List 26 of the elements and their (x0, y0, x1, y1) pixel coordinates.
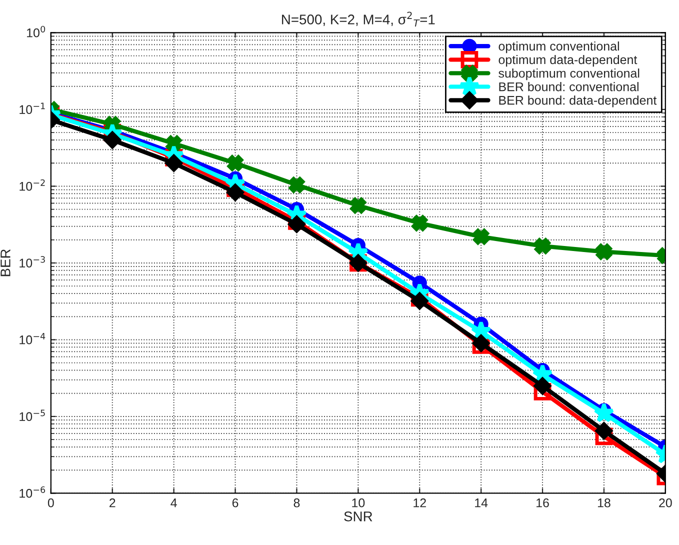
x-tick-label: 18 (598, 498, 610, 508)
y-tick-label: 10$^{−1}$ (20, 102, 45, 114)
y-tick-label: 10$^{−5}$ (20, 410, 45, 422)
chart-title: N=500, K=2, M=4, σ$^{2}$$_{T}$=1 (282, 12, 435, 27)
x-tick-label: 6 (232, 498, 238, 508)
y-tick-label: 10$^{−4}$ (20, 332, 46, 344)
x-axis-title: SNR (344, 511, 372, 522)
y-axis-title: BER (0, 249, 10, 276)
x-tick-label: 2 (110, 498, 116, 508)
x-tick-label: 14 (475, 498, 488, 508)
legend-label: BER bound: data-dependent (499, 96, 657, 108)
x-tick-label: 12 (414, 498, 426, 508)
y-tick-label: 10$^{−6}$ (20, 486, 46, 498)
x-tick-label: 10 (352, 498, 365, 508)
legend-label: optimum data-dependent (498, 54, 638, 67)
x-tick-label: 16 (536, 498, 549, 508)
y-tick-label: 10$^{−2}$ (20, 179, 45, 191)
legend-label: optimum conventional (498, 41, 619, 54)
x-tick-label: 20 (659, 498, 672, 508)
y-tick-label: 10$^{0}$ (27, 26, 46, 38)
legend-label: suboptimum conventional (498, 68, 640, 80)
legend-label: BER bound: conventional (499, 82, 638, 92)
x-tick-label: 0 (48, 498, 54, 508)
y-tick-label: 10$^{−3}$ (20, 256, 45, 268)
x-tick-label: 8 (294, 498, 300, 508)
x-tick-label: 4 (170, 498, 177, 508)
